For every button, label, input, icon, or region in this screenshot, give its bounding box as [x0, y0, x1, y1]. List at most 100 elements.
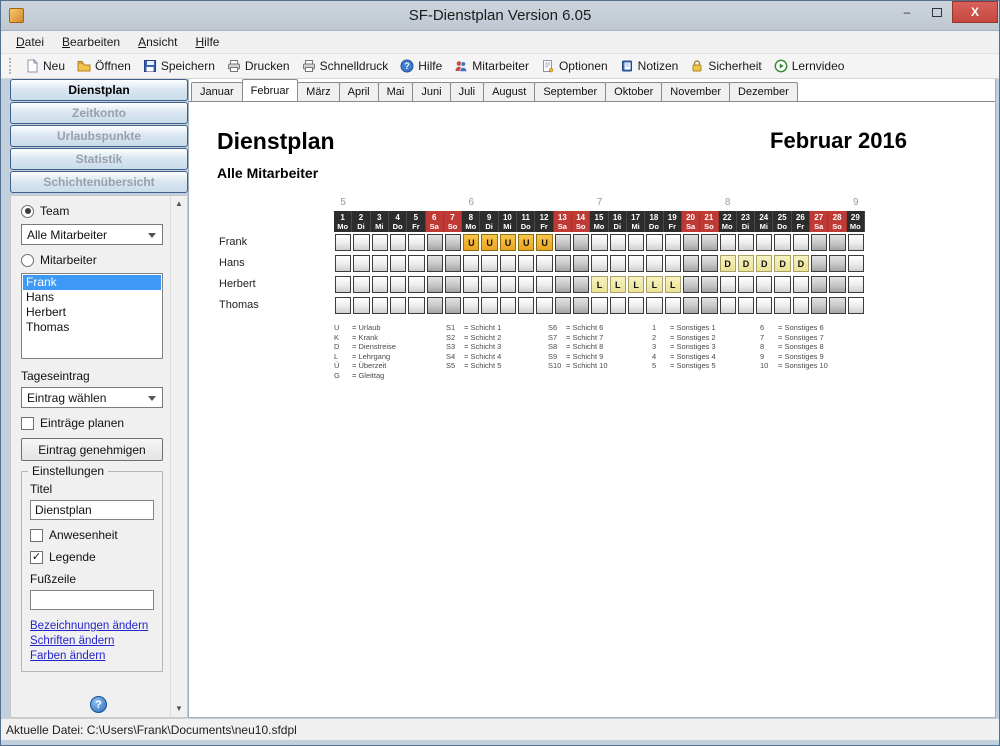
roster-day-cell[interactable] — [335, 234, 352, 251]
sidebar-item-dienstplan[interactable]: Dienstplan — [10, 79, 188, 101]
roster-day-cell[interactable] — [536, 276, 553, 293]
tab-juni[interactable]: Juni — [412, 82, 451, 101]
roster-day-cell[interactable] — [774, 234, 791, 251]
tab-dezember[interactable]: Dezember — [729, 82, 798, 101]
roster-day-cell[interactable] — [609, 255, 626, 272]
roster-day-cell[interactable] — [389, 234, 407, 251]
toolbar-neu-button[interactable]: Neu — [19, 57, 71, 75]
eintrag-select[interactable]: Eintrag wählen — [21, 387, 163, 408]
toolbar-lernvideo-button[interactable]: Lernvideo — [768, 57, 851, 75]
roster-day-cell[interactable] — [664, 255, 681, 272]
eintrag-genehmigen-button[interactable]: Eintrag genehmigen — [21, 438, 163, 461]
roster-day-cell[interactable] — [481, 255, 498, 272]
roster-day-cell[interactable] — [682, 255, 700, 272]
employee-list-item[interactable]: Thomas — [26, 320, 70, 334]
roster-day-cell[interactable] — [536, 255, 553, 272]
roster-day-cell[interactable] — [829, 297, 846, 314]
roster-day-cell[interactable] — [518, 297, 535, 314]
roster-day-cell[interactable] — [847, 297, 864, 314]
roster-day-cell[interactable] — [371, 297, 388, 314]
fusszeile-input[interactable] — [30, 590, 154, 610]
roster-day-cell[interactable] — [499, 276, 517, 293]
maximize-icon[interactable] — [922, 1, 952, 23]
roster-day-cell[interactable] — [609, 297, 626, 314]
toolbar-schnelldruck-button[interactable]: Schnelldruck — [296, 57, 395, 75]
team-radio-circle[interactable] — [21, 204, 34, 218]
roster-entry-cell[interactable]: U — [499, 234, 517, 251]
roster-day-cell[interactable] — [591, 297, 608, 314]
roster-day-cell[interactable] — [737, 234, 755, 251]
help-icon[interactable]: ? — [90, 696, 107, 713]
roster-day-cell[interactable] — [682, 234, 700, 251]
roster-day-cell[interactable] — [463, 255, 480, 272]
roster-day-cell[interactable] — [554, 276, 572, 293]
roster-day-cell[interactable] — [389, 255, 407, 272]
eintraege-planen-checkbox[interactable]: Einträge planen — [21, 416, 163, 430]
menu-item-datei[interactable]: Datei — [16, 35, 45, 49]
roster-day-cell[interactable] — [792, 276, 810, 293]
roster-entry-cell[interactable]: D — [737, 255, 755, 272]
roster-day-cell[interactable] — [444, 234, 462, 251]
close-icon[interactable]: X — [952, 1, 998, 23]
roster-day-cell[interactable] — [573, 234, 590, 251]
roster-day-cell[interactable] — [829, 255, 846, 272]
roster-day-cell[interactable] — [371, 255, 388, 272]
toolbar-sicherheit-button[interactable]: Sicherheit — [684, 57, 767, 75]
roster-entry-cell[interactable]: D — [792, 255, 810, 272]
roster-day-cell[interactable] — [371, 276, 388, 293]
menu-item-hilfe[interactable]: Hilfe — [195, 35, 220, 49]
employee-list-item[interactable]: Hans — [26, 290, 55, 304]
roster-day-cell[interactable] — [353, 255, 370, 272]
roster-day-cell[interactable] — [646, 234, 663, 251]
roster-day-cell[interactable] — [518, 276, 535, 293]
roster-day-cell[interactable] — [554, 297, 572, 314]
roster-day-cell[interactable] — [481, 276, 498, 293]
roster-day-cell[interactable] — [756, 297, 773, 314]
settings-link[interactable]: Schriften ändern — [30, 635, 115, 647]
scroll-up-icon[interactable]: ▲ — [175, 199, 183, 208]
roster-day-cell[interactable] — [609, 234, 626, 251]
toolbar-notizen-button[interactable]: Notizen — [614, 57, 685, 75]
tab-august[interactable]: August — [483, 82, 536, 101]
employee-list-item[interactable]: Frank — [23, 275, 161, 290]
roster-day-cell[interactable] — [353, 234, 370, 251]
legende-box[interactable]: ✓ — [30, 550, 43, 564]
anwesenheit-box[interactable] — [30, 528, 43, 542]
roster-day-cell[interactable] — [774, 276, 791, 293]
roster-day-cell[interactable] — [811, 234, 828, 251]
roster-day-cell[interactable] — [682, 276, 700, 293]
settings-link[interactable]: Bezeichnungen ändern — [30, 620, 149, 632]
roster-day-cell[interactable] — [701, 297, 718, 314]
tab-mai[interactable]: Mai — [377, 82, 414, 101]
roster-day-cell[interactable] — [811, 255, 828, 272]
roster-day-cell[interactable] — [847, 276, 864, 293]
roster-day-cell[interactable] — [829, 234, 846, 251]
minimize-icon[interactable]: – — [903, 5, 911, 19]
roster-entry-cell[interactable]: L — [609, 276, 626, 293]
roster-day-cell[interactable] — [518, 255, 535, 272]
roster-day-cell[interactable] — [664, 234, 681, 251]
tab-februar[interactable]: Februar — [241, 79, 299, 101]
roster-day-cell[interactable] — [701, 255, 718, 272]
menu-item-bearbeiten[interactable]: Bearbeiten — [62, 35, 121, 49]
menu-item-ansicht[interactable]: Ansicht — [138, 35, 178, 49]
roster-day-cell[interactable] — [792, 297, 810, 314]
anwesenheit-checkbox[interactable]: Anwesenheit — [30, 528, 154, 542]
eintraege-planen-box[interactable] — [21, 416, 34, 430]
tab-juli[interactable]: Juli — [449, 82, 485, 101]
roster-day-cell[interactable] — [627, 255, 645, 272]
roster-day-cell[interactable] — [701, 276, 718, 293]
tab-märz[interactable]: März — [297, 82, 340, 101]
toolbar-speichern-button[interactable]: Speichern — [137, 57, 221, 75]
roster-day-cell[interactable] — [353, 297, 370, 314]
roster-day-cell[interactable] — [463, 297, 480, 314]
roster-day-cell[interactable] — [408, 297, 425, 314]
settings-link[interactable]: Farben ändern — [30, 650, 106, 662]
roster-day-cell[interactable] — [756, 234, 773, 251]
roster-day-cell[interactable] — [408, 276, 425, 293]
roster-entry-cell[interactable]: L — [664, 276, 681, 293]
roster-entry-cell[interactable]: U — [536, 234, 553, 251]
roster-day-cell[interactable] — [756, 276, 773, 293]
toolbar-hilfe-button[interactable]: ? Hilfe — [394, 57, 448, 75]
roster-day-cell[interactable] — [426, 276, 443, 293]
